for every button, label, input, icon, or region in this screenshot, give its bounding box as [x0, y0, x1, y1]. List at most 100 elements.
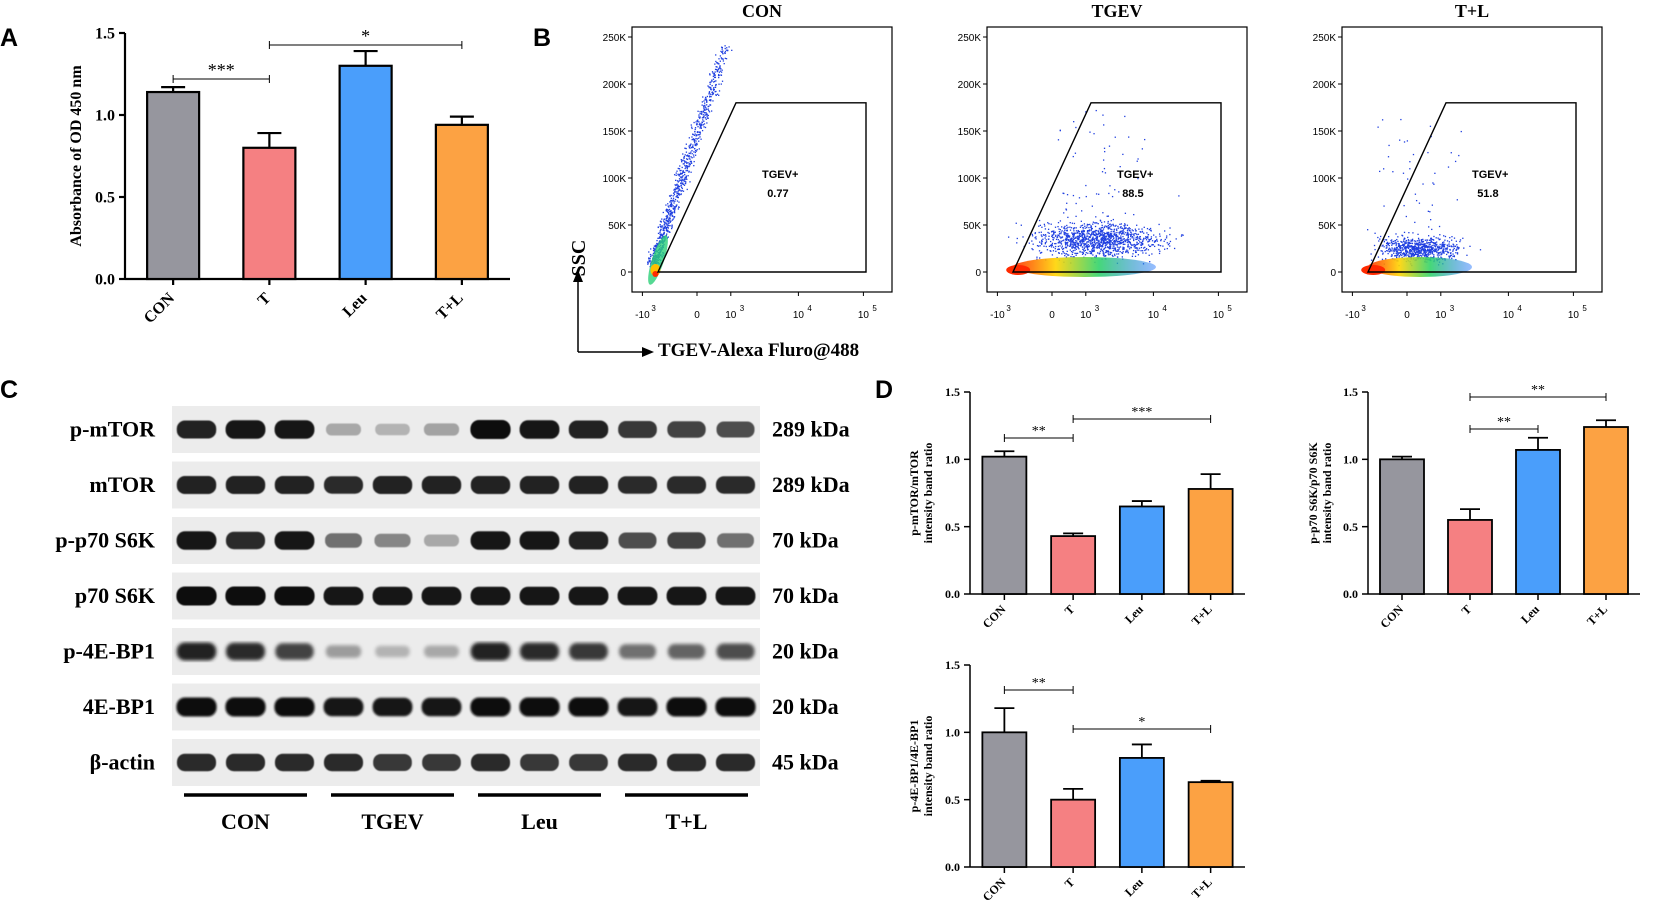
event-dot — [1094, 231, 1096, 233]
density-core — [1368, 257, 1472, 277]
event-dot — [1429, 239, 1432, 241]
event-dot — [1379, 170, 1381, 173]
blot-band — [375, 423, 410, 436]
plot-frame — [986, 26, 1248, 293]
protein-label: mTOR — [89, 472, 156, 497]
event-dot — [687, 161, 689, 164]
x-tick-label: 10 — [793, 310, 805, 321]
event-dot — [1140, 244, 1142, 246]
event-dot — [1412, 248, 1414, 250]
protein-label: β-actin — [90, 750, 155, 775]
event-dot — [1069, 243, 1072, 246]
event-dot — [1385, 242, 1388, 245]
event-dot — [1091, 245, 1093, 247]
event-dot — [1074, 249, 1076, 251]
event-dot — [1042, 234, 1045, 236]
x-category-label: T+L — [1189, 875, 1215, 901]
event-dot — [1086, 231, 1089, 233]
event-dot — [1115, 239, 1118, 241]
event-dot — [1084, 254, 1087, 256]
blot-band — [274, 531, 315, 550]
event-dot — [668, 212, 670, 214]
event-dot — [713, 73, 715, 75]
event-dot — [690, 126, 693, 128]
event-dot — [1427, 210, 1430, 212]
event-dot — [1141, 148, 1144, 150]
blot-band — [470, 753, 511, 772]
event-dot — [1103, 236, 1106, 239]
event-dot — [1387, 156, 1390, 158]
event-dot — [1441, 243, 1443, 245]
event-dot — [1074, 152, 1077, 154]
event-dot — [1073, 241, 1075, 244]
event-dot — [1403, 255, 1405, 257]
x-tick-exponent: 4 — [1517, 304, 1522, 313]
event-dot — [1106, 241, 1108, 243]
significance-label: ** — [1531, 383, 1545, 398]
event-dot — [1150, 238, 1153, 240]
event-dot — [1068, 254, 1070, 256]
blot-band — [374, 533, 411, 548]
kda-label: 70 kDa — [772, 528, 839, 553]
event-dot — [1156, 240, 1159, 242]
event-dot — [1416, 255, 1419, 258]
y-tick-label: 50K — [1318, 221, 1336, 232]
event-dot — [671, 226, 673, 228]
event-dot — [1103, 232, 1105, 234]
event-dot — [1431, 228, 1433, 231]
blot-band — [323, 697, 364, 717]
blot-band — [568, 531, 609, 550]
blot-band — [274, 420, 315, 439]
event-dot — [1127, 250, 1129, 252]
event-dot — [1392, 171, 1394, 173]
y-tick-label: 150K — [1313, 127, 1337, 138]
event-dot — [1058, 240, 1061, 242]
event-dot — [678, 175, 681, 177]
event-dot — [673, 193, 676, 196]
event-dot — [1395, 254, 1398, 256]
event-dot — [1453, 255, 1455, 257]
event-dot — [677, 192, 679, 194]
event-dot — [1432, 182, 1434, 184]
event-dot — [672, 207, 674, 209]
event-dot — [1063, 226, 1065, 229]
event-dot — [1057, 221, 1060, 224]
event-dot — [1401, 256, 1403, 259]
event-dot — [1099, 233, 1102, 235]
event-dot — [1110, 237, 1112, 240]
event-dot — [666, 233, 668, 235]
event-dot — [708, 91, 711, 93]
x-category-label: T — [1062, 602, 1078, 618]
event-dot — [1094, 225, 1097, 228]
blot-band — [421, 586, 462, 606]
event-dot — [1130, 234, 1132, 236]
event-dot — [700, 138, 702, 140]
event-dot — [724, 45, 726, 47]
event-dot — [1448, 255, 1450, 257]
event-dot — [1429, 211, 1431, 213]
event-dot — [1419, 247, 1421, 250]
event-dot — [685, 170, 687, 172]
event-dot — [1397, 240, 1399, 243]
band-group — [176, 697, 756, 717]
event-dot — [680, 190, 682, 192]
event-dot — [679, 189, 681, 192]
event-dot — [1100, 227, 1103, 229]
event-dot — [1113, 228, 1116, 230]
event-dot — [1099, 230, 1101, 232]
event-dot — [700, 126, 702, 128]
event-dot — [1381, 258, 1384, 261]
event-dot — [672, 199, 674, 201]
y-tick-label: 1.0 — [945, 453, 960, 467]
event-dot — [1425, 256, 1427, 258]
blot-band — [617, 753, 658, 772]
event-dot — [1078, 248, 1080, 250]
y-tick-label: 0.0 — [945, 860, 960, 874]
event-dot — [1463, 247, 1465, 249]
event-dot — [1085, 195, 1087, 198]
event-dot — [1148, 245, 1151, 248]
event-dot — [1131, 229, 1133, 231]
event-dot — [1420, 250, 1422, 252]
event-dot — [1108, 241, 1110, 243]
